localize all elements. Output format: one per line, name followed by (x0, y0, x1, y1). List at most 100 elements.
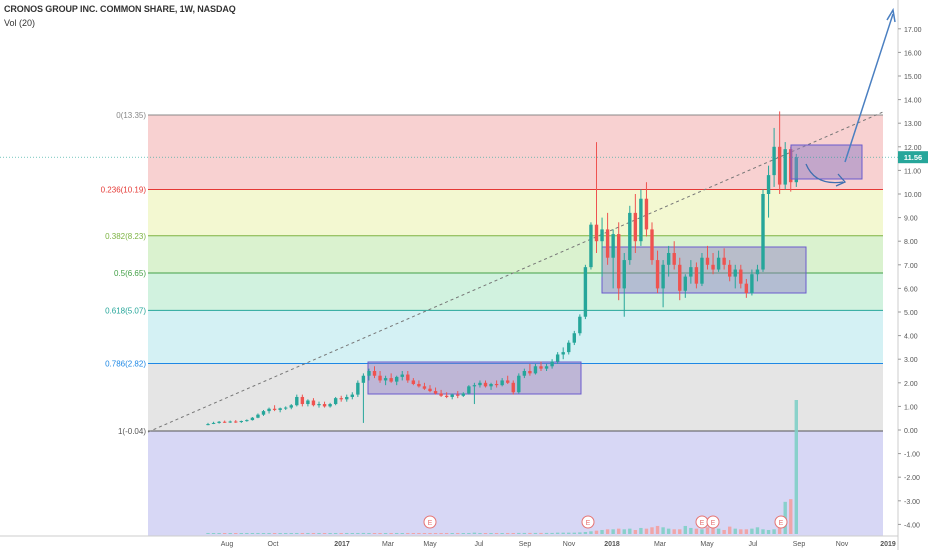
volume-indicator-label[interactable]: Vol (20) (4, 18, 36, 28)
candle (617, 222, 621, 301)
x-tick-label: Oct (268, 541, 279, 548)
earnings-label: E (700, 520, 705, 527)
candle-body (222, 421, 227, 423)
candle (222, 420, 227, 423)
candle-body (450, 394, 454, 397)
candle-body (289, 405, 293, 408)
candle (633, 194, 638, 253)
volume-bar (583, 531, 588, 534)
earnings-label: E (779, 520, 784, 527)
candle-body (284, 407, 288, 409)
candle (306, 399, 310, 407)
y-tick-label: -3.00 (904, 499, 920, 506)
candle (267, 407, 271, 414)
candle (522, 368, 527, 379)
candle-body (383, 378, 388, 381)
x-axis-ticks: Aug Oct 2017 Mar May Jul Sep Nov 2018 Mar May Jul Se… (221, 541, 896, 548)
volume-bar (772, 529, 776, 534)
candle-body (350, 394, 354, 397)
candle-body (783, 149, 787, 185)
candle-body (700, 257, 704, 284)
candle (467, 385, 471, 395)
volume-bar (655, 525, 660, 534)
x-tick-label: Nov (836, 541, 849, 548)
volume-bar (506, 533, 510, 534)
candle-body (755, 269, 760, 275)
candle (639, 189, 643, 246)
candle (672, 241, 676, 270)
candle-body (300, 396, 305, 405)
earnings-marker[interactable]: E (581, 515, 595, 529)
earnings-marker[interactable]: E (695, 515, 709, 529)
x-tick-label: Sep (519, 541, 532, 548)
candle (250, 417, 255, 421)
candle (533, 363, 538, 375)
candle-body (444, 395, 449, 397)
volume-bar (317, 533, 321, 534)
candle-body (206, 424, 210, 426)
candle-body (594, 224, 599, 242)
earnings-circle (774, 515, 788, 529)
candle (583, 264, 588, 320)
volume-bar (422, 533, 427, 534)
candle (567, 340, 571, 355)
candle (256, 413, 260, 419)
candle (761, 189, 765, 272)
candle (367, 368, 371, 381)
volume-bar (716, 528, 721, 534)
volume-bar (628, 528, 632, 534)
candle-body (272, 408, 277, 410)
candle-body (555, 354, 560, 362)
candle-body (628, 212, 632, 261)
candle-body (744, 283, 749, 294)
candle-body (583, 267, 588, 317)
candle-body (311, 400, 316, 406)
volume-bar (433, 533, 438, 534)
earnings-marker[interactable]: E (774, 515, 788, 529)
candle-body (267, 408, 271, 412)
y-tick-label: 0.00 (904, 428, 918, 435)
candle (395, 375, 399, 386)
y-tick-label: 12.00 (904, 145, 922, 152)
candle (345, 394, 349, 402)
candle-body (517, 375, 521, 393)
candle (511, 380, 515, 395)
annotation-layer-front[interactable] (790, 7, 896, 187)
pullback-curve (805, 163, 844, 184)
candle (284, 406, 288, 410)
volume-bar (222, 533, 227, 534)
candle-body (361, 375, 366, 383)
candle (489, 382, 493, 390)
candle (211, 421, 216, 425)
candle-body (317, 404, 321, 406)
volume-bar (256, 533, 260, 534)
x-tick-label: Mar (382, 541, 395, 548)
y-tick-label: -2.00 (904, 475, 920, 482)
volume-bar (322, 533, 327, 534)
candle (700, 253, 704, 287)
volume-bar (289, 533, 293, 534)
volume-bar (295, 533, 299, 534)
volume-bar (333, 533, 338, 534)
fib-zone (148, 235, 883, 274)
candle (461, 392, 465, 397)
candle-body (683, 276, 687, 291)
y-tick-label: 6.00 (904, 286, 918, 293)
volume-bar (350, 533, 354, 534)
x-tick-label: Jul (475, 541, 484, 548)
volume-bar (345, 533, 349, 534)
volume-bar (711, 527, 715, 534)
candle-body (639, 198, 643, 242)
earnings-marker[interactable]: E (423, 515, 437, 529)
candle (289, 404, 293, 410)
candle (622, 253, 626, 317)
consolidation-box (601, 246, 807, 294)
candle (272, 405, 277, 412)
candle-body (705, 257, 710, 265)
fib-zone (148, 310, 883, 364)
earnings-marker[interactable]: E (706, 515, 720, 529)
candle-body (306, 400, 310, 405)
fibonacci-retracement[interactable]: 0(13.35) 0.236(10.19) 0.382(8.23) 0.5(6.65)… (101, 111, 883, 536)
